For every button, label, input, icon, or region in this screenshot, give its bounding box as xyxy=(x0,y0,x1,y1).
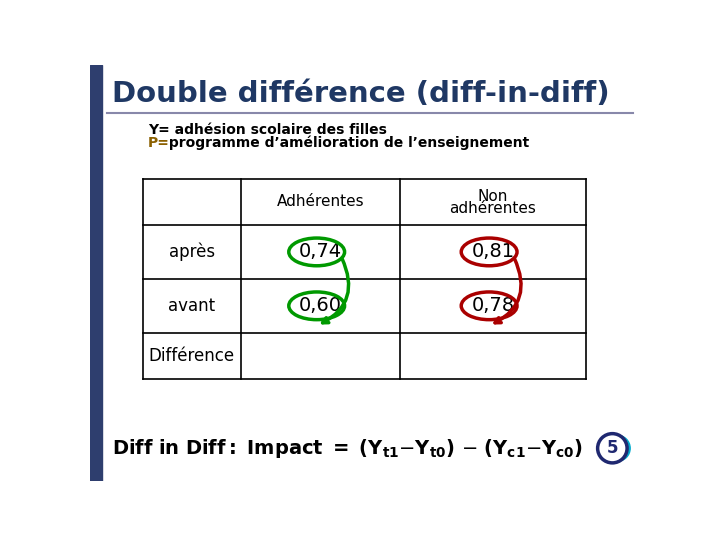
Text: Double différence (diff-in-diff): Double différence (diff-in-diff) xyxy=(112,80,609,108)
Text: Non: Non xyxy=(478,189,508,204)
Text: 0,78: 0,78 xyxy=(472,296,515,315)
Text: 0,81: 0,81 xyxy=(472,242,515,261)
Text: $\mathbf{Diff\ in\ Diff:\ Impact\ =\ (Y_{t1}\mathsf{-}Y_{t0})\ \mathsf{-}\ (Y_{c: $\mathbf{Diff\ in\ Diff:\ Impact\ =\ (Y_… xyxy=(112,437,583,460)
Text: 0,60: 0,60 xyxy=(299,296,342,315)
Text: avant: avant xyxy=(168,297,215,315)
Text: Y= adhésion scolaire des filles: Y= adhésion scolaire des filles xyxy=(148,123,387,137)
Text: Différence: Différence xyxy=(149,347,235,365)
Text: Adhérentes: Adhérentes xyxy=(276,194,364,210)
Text: P=: P= xyxy=(148,136,170,150)
Circle shape xyxy=(604,435,630,461)
Text: programme d’amélioration de l’enseignement: programme d’amélioration de l’enseigneme… xyxy=(163,136,529,150)
Text: adhérentes: adhérentes xyxy=(449,201,536,217)
Bar xyxy=(90,65,102,481)
Text: après: après xyxy=(169,242,215,261)
Circle shape xyxy=(598,434,627,463)
Text: 0,74: 0,74 xyxy=(299,242,342,261)
Text: 5: 5 xyxy=(606,439,618,457)
